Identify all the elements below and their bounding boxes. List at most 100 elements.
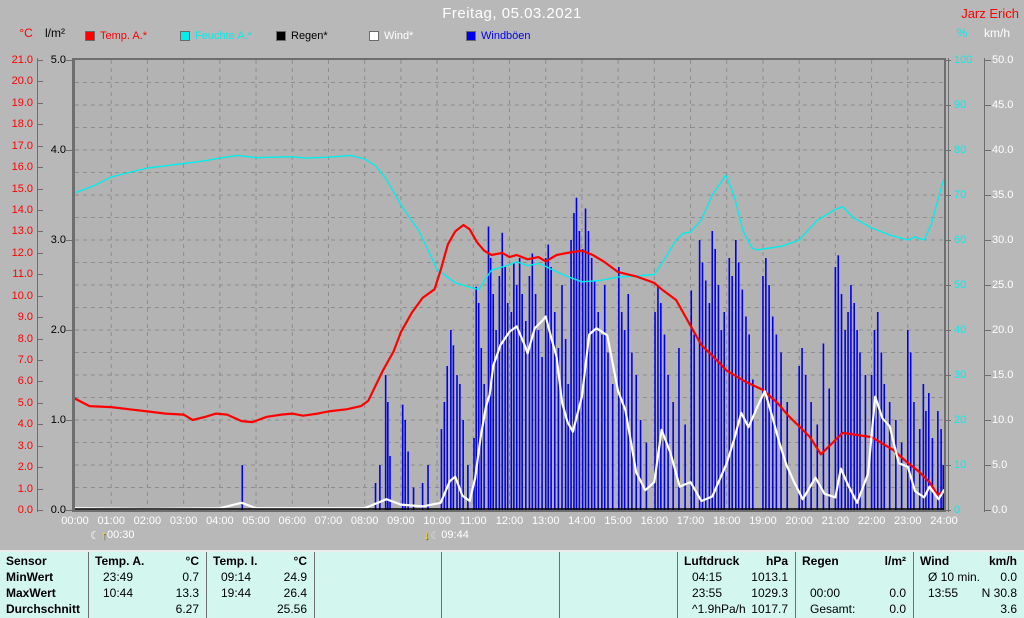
cell-time: 13:55 [928, 586, 959, 600]
table-column [441, 552, 559, 618]
column-unit: hPa [765, 554, 788, 568]
x-axis-label: 14:00 [568, 515, 596, 527]
x-axis-label: 11:00 [459, 515, 487, 527]
cell-value: 6.27 [175, 602, 199, 616]
x-axis-label: 06:00 [278, 515, 307, 527]
table-column-header: Luftdruck hPa [678, 554, 795, 568]
table-column: Temp. I. °C 09:14 24.9 19:44 26.4 25.56 [206, 552, 314, 618]
x-axis-label: 17:00 [676, 515, 705, 527]
temp-axis-tick [37, 317, 43, 319]
stats-table: Sensor MinWert MaxWert Durchschnitt Temp. A.… [0, 550, 1024, 618]
axis-title-wind: km/h [984, 26, 1011, 40]
table-cell: 10:44 13.3 [89, 586, 206, 600]
table-row-label: Durchschnitt [6, 602, 81, 616]
temp-axis-tick [37, 295, 43, 297]
rain-axis-tick [66, 330, 73, 331]
temp-axis-tick [37, 145, 43, 147]
cell-time: 23:55 [692, 586, 723, 600]
temp-axis-tick [37, 252, 43, 254]
temp-axis-tick [37, 445, 43, 447]
moonrise-marker: ☾ ↑ 00:30 [89, 528, 134, 542]
hum-axis-tick [944, 420, 951, 421]
temp-axis-label: 10.0 [11, 289, 33, 302]
cell-value: 0.0 [889, 602, 906, 616]
legend-item[interactable]: Feuchte A.* [180, 30, 252, 42]
wind-axis-label: 10.0 [992, 414, 1014, 426]
temp-axis-tick [37, 467, 43, 469]
hum-axis-label: 10 [954, 459, 967, 471]
wind-axis-tick [984, 465, 991, 466]
table-cell: 3.6 [914, 602, 1024, 616]
legend-item[interactable]: Temp. A.* [85, 30, 147, 42]
temp-axis-tick [37, 510, 43, 511]
rain-axis-tick [66, 420, 73, 421]
moon-icon: ☾ [90, 529, 100, 542]
cell-time: Ø 10 min. [928, 570, 981, 584]
temp-axis-label: 16.0 [11, 161, 33, 174]
temp-axis-tick [37, 488, 43, 490]
cell-time [914, 602, 928, 616]
wind-axis-tick [984, 195, 991, 196]
legend-item[interactable]: Windböen [466, 30, 531, 42]
temp-axis-tick [37, 402, 43, 404]
plot-area [73, 58, 946, 512]
temp-axis-label: 19.0 [11, 96, 33, 109]
x-axis-label: 04:00 [206, 515, 234, 527]
table-cell: 6.27 [89, 602, 206, 616]
cell-time: Gesamt: [810, 602, 856, 616]
temp-axis-tick [37, 360, 43, 361]
hum-axis-label: 100 [954, 54, 973, 66]
temp-axis-label: 17.0 [11, 139, 33, 152]
temp-axis-label: 4.0 [17, 418, 33, 431]
x-axis-label: 23:00 [894, 515, 922, 527]
column-name: Wind [920, 554, 950, 568]
legend-swatch-icon [276, 31, 286, 41]
temp-axis-label: 6.0 [17, 375, 33, 388]
hum-axis-tick [944, 240, 951, 241]
hum-axis-tick [944, 510, 951, 511]
legend-item[interactable]: Regen* [276, 30, 328, 42]
hum-axis-label: 40 [954, 324, 967, 336]
column-unit: km/h [988, 554, 1017, 568]
table-column: Luftdruck hPa 04:15 1013.1 23:55 1029.3 ^1.9hP… [677, 552, 795, 618]
marker-time-label: 09:44 [441, 529, 469, 541]
temp-axis-tick [37, 167, 43, 169]
cell-value: N 30.8 [981, 586, 1017, 600]
wind-axis-tick [984, 105, 991, 106]
wind-axis-label: 50.0 [992, 54, 1014, 66]
temp-axis-tick [37, 210, 43, 211]
column-name: Luftdruck [684, 554, 740, 568]
legend-item[interactable]: Wind* [369, 30, 413, 42]
wind-axis-label: 5.0 [992, 459, 1008, 471]
temp-axis-tick [37, 188, 43, 190]
x-axis-label: 24:00 [930, 515, 958, 527]
temp-axis-label: 13.0 [11, 225, 33, 238]
legend-label: Feuchte A.* [195, 30, 252, 42]
wind-axis-tick [984, 510, 991, 511]
temp-axis-label: 18.0 [11, 118, 33, 131]
cell-value: 3.6 [1000, 602, 1017, 616]
table-cell: 25.56 [207, 602, 314, 616]
rain-axis-label: 1.0 [50, 414, 66, 426]
x-axis-label: 03:00 [169, 515, 198, 527]
table-column-header: Temp. I. °C [207, 554, 314, 568]
x-axis-label: 07:00 [314, 515, 343, 527]
wind-axis-label: 45.0 [992, 99, 1014, 111]
hum-axis-tick [944, 330, 951, 331]
x-axis-label: 08:00 [350, 515, 379, 527]
wind-axis-tick [984, 285, 991, 286]
wind-axis-tick [984, 420, 991, 421]
hum-axis-label: 50 [954, 279, 967, 291]
rain-axis-tick [66, 240, 73, 241]
table-column: Regen l/m² 00:00 0.0 Gesamt: 0.0 [795, 552, 913, 618]
table-column-header: Regen l/m² [796, 554, 913, 568]
table-row-label: MinWert [6, 570, 54, 584]
hum-axis-tick [944, 285, 951, 286]
table-column-header: Wind km/h [914, 554, 1024, 568]
rain-axis-label: 2.0 [50, 324, 66, 336]
cell-value: 24.9 [283, 570, 307, 584]
temp-axis-label: 0.0 [17, 504, 33, 516]
x-axis-label: 19:00 [749, 515, 777, 527]
cell-value: 1029.3 [751, 586, 788, 600]
temp-axis-tick [37, 338, 43, 340]
